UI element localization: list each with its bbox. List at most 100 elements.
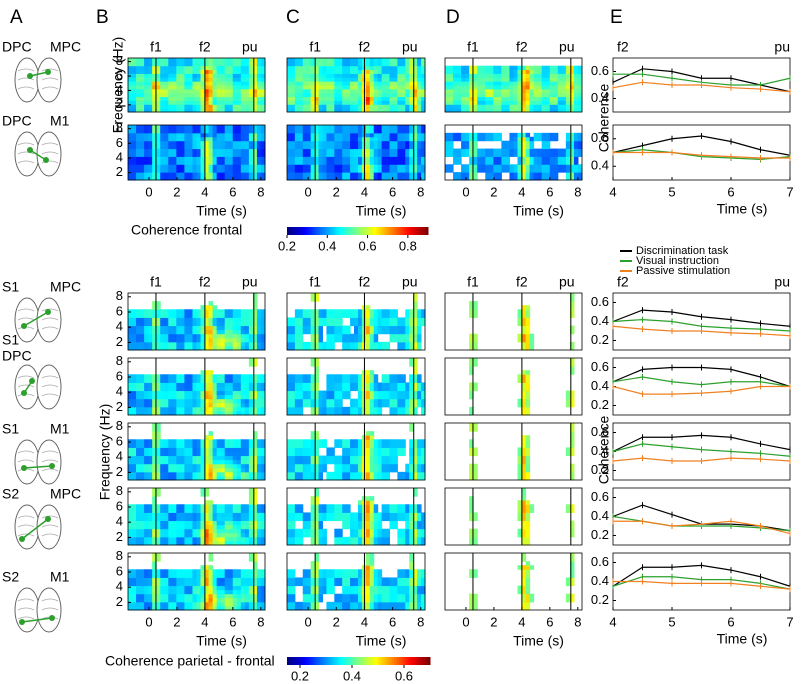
heatmap-cell <box>192 345 197 351</box>
heatmap-cell <box>196 85 202 90</box>
heatmap-cell <box>357 172 363 177</box>
heatmap-cell <box>144 520 149 526</box>
heatmap-cell <box>342 406 347 412</box>
heatmap-cell <box>140 144 145 150</box>
heatmap-cell <box>417 333 422 339</box>
heatmap-cell <box>212 390 218 396</box>
heatmap-cell <box>200 73 206 78</box>
heatmap-cell <box>397 447 402 452</box>
heatmap-cell <box>314 431 320 436</box>
heatmap-cell <box>132 577 137 582</box>
heatmap-cell <box>310 508 316 513</box>
heatmap-cell <box>290 471 296 477</box>
heatmap-cell <box>369 390 375 396</box>
heatmap-cell <box>310 148 316 153</box>
heatmap-cell <box>160 581 165 587</box>
heatmap-cell <box>224 394 230 400</box>
heatmap-cell <box>314 406 320 412</box>
heatmap-cell <box>342 325 347 331</box>
heatmap-cell <box>188 309 193 314</box>
heatmap-cell <box>377 443 383 448</box>
heatmap-cell <box>252 156 258 161</box>
heatmap-cell <box>346 345 351 351</box>
heatmap-cell <box>140 92 145 98</box>
heatmap-cell <box>156 92 161 98</box>
heatmap-cell <box>252 104 258 109</box>
heatmap-cell <box>200 69 206 74</box>
heatmap-cell <box>248 341 254 347</box>
heatmap-cell <box>381 382 387 387</box>
brain-sulcus <box>17 607 59 611</box>
heatmap-cell <box>152 427 157 432</box>
heatmap-cell <box>413 410 418 416</box>
heatmap-cell <box>413 100 418 105</box>
heatmap-cell <box>200 585 206 591</box>
heatmap-cell <box>220 406 226 412</box>
heatmap-cell <box>132 569 137 574</box>
heatmap-cell <box>252 345 258 351</box>
heatmap-cell <box>228 69 234 74</box>
brain-hemisphere <box>36 57 62 103</box>
heatmap-cell <box>290 100 296 105</box>
heatmap-cell <box>330 471 335 477</box>
heatmap-cell <box>252 455 258 461</box>
heatmap-cell <box>346 160 351 165</box>
heatmap-cell <box>244 172 250 177</box>
heatmap-cell <box>417 152 422 157</box>
heatmap-cell <box>200 536 206 542</box>
heatmap-cell <box>136 528 141 534</box>
y-tick-label: 8 <box>116 483 123 498</box>
heatmap-cell <box>401 410 406 416</box>
heatmap-cell <box>156 540 161 546</box>
heatmap-cell <box>369 73 375 78</box>
heatmap-cell <box>421 128 426 134</box>
heatmap-cell <box>224 508 230 513</box>
heatmap-cell <box>200 96 206 101</box>
heatmap-cell <box>192 536 197 542</box>
heatmap-cell <box>228 382 234 387</box>
heatmap-cell <box>248 152 254 157</box>
heatmap-cell <box>232 88 238 94</box>
heatmap-cell <box>346 88 351 94</box>
heatmap-cell <box>354 73 359 78</box>
heatmap-cell <box>160 100 165 105</box>
heatmap-cell <box>204 447 210 452</box>
y-tick-label: 2 <box>116 334 123 349</box>
heatmap-cell <box>164 313 169 318</box>
heatmap-cell <box>318 81 323 86</box>
heatmap-cell <box>136 512 141 517</box>
heatmap-cell <box>200 132 206 138</box>
heatmap-cell <box>413 297 418 302</box>
heatmap-cell <box>204 61 210 67</box>
heatmap-cell <box>409 427 414 432</box>
heatmap-cell <box>216 520 222 526</box>
heatmap-cell <box>294 394 300 400</box>
heatmap-cell <box>212 585 218 591</box>
heatmap-cell <box>160 81 165 86</box>
heatmap-cell <box>184 528 189 534</box>
heatmap-cell <box>314 329 320 335</box>
heatmap-cell <box>381 325 387 331</box>
heatmap-cell <box>369 125 375 130</box>
heatmap-cell <box>326 77 331 82</box>
heatmap-cell <box>365 382 371 387</box>
heatmap-cell <box>393 156 398 161</box>
heatmap-cell <box>248 455 254 461</box>
heatmap-cell <box>244 58 250 63</box>
heatmap-cell <box>196 73 202 78</box>
heatmap-cell <box>413 293 418 298</box>
heatmap-cell <box>228 390 234 396</box>
heatmap-cell <box>397 168 402 173</box>
heatmap-cell <box>318 459 323 465</box>
heatmap-cell <box>369 96 375 101</box>
heatmap-cell <box>244 451 250 457</box>
heatmap-cell <box>188 467 193 473</box>
heatmap-cell <box>381 345 387 351</box>
heatmap-cell <box>389 69 394 74</box>
heatmap-cell <box>212 333 218 339</box>
heatmap-cell <box>164 601 169 607</box>
heatmap-cell <box>140 573 145 578</box>
heatmap-cell <box>192 168 197 173</box>
heatmap-cell <box>244 108 250 113</box>
heatmap-cell <box>172 69 177 74</box>
